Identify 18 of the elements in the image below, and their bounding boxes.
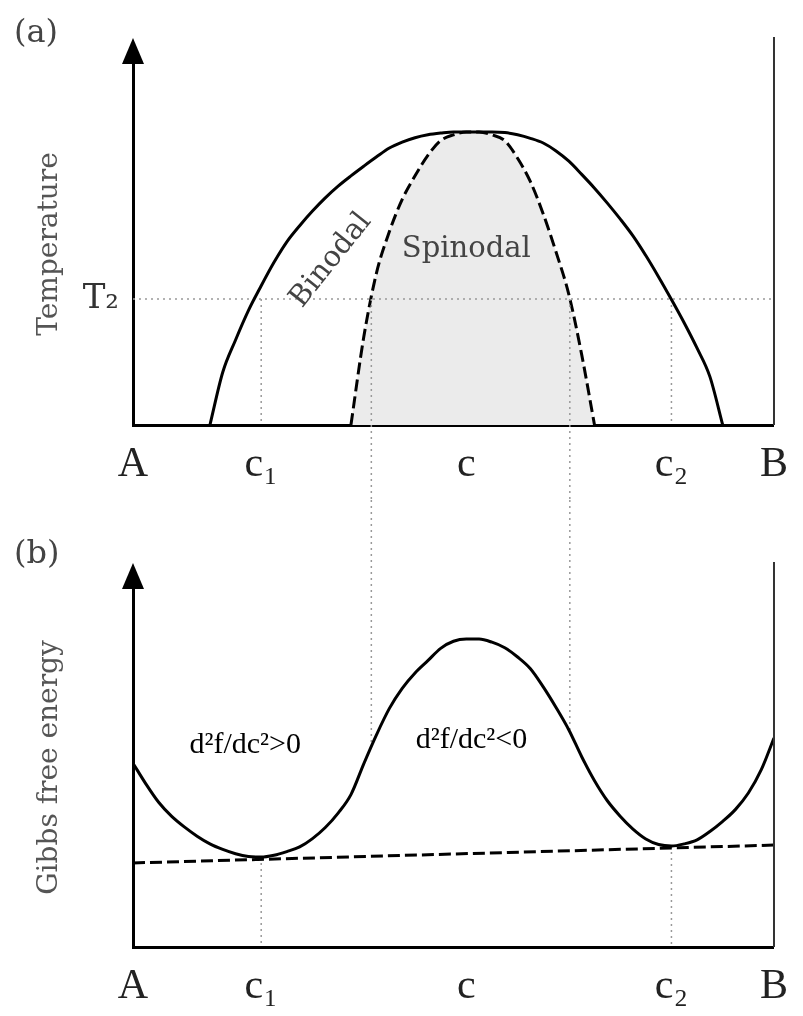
x-tick-label: c [456,961,476,1008]
x-tick-label: c₁ [244,961,278,1008]
y-axis-title: Gibbs free energy [31,640,65,895]
annotation: d²f/dc²>0 [189,725,301,759]
x-tick-label: B [759,961,788,1008]
annotation: d²f/dc²<0 [415,720,528,754]
chart-title: (b) [14,533,60,572]
series-label: Spinodal [401,229,531,264]
x-tick-label: c₂ [654,439,689,486]
x-tick-label: B [759,439,788,486]
chart-title: (a) [14,12,59,51]
x-tick-label: c₂ [654,961,689,1008]
ref-line-label: T₂ [82,275,119,316]
x-tick-label: A [117,961,149,1008]
y-axis-title: Temperature [31,152,65,336]
x-tick-label: c [456,439,476,486]
x-tick-label: c₁ [244,439,278,486]
x-tick-label: A [117,439,149,486]
